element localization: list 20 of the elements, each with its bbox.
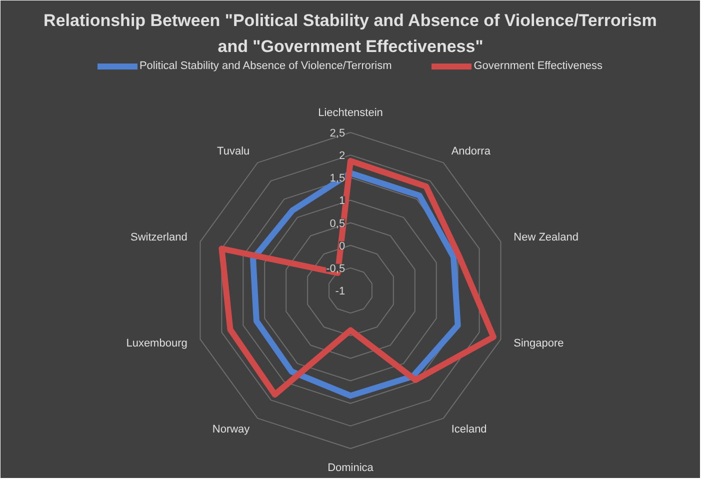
y-tick-label: -0,5	[326, 262, 346, 275]
legend-label: Government Effectiveness	[474, 60, 603, 72]
spoke-label: Norway	[212, 423, 250, 436]
spoke-label: New Zealand	[514, 231, 578, 244]
spoke-label: Singapore	[514, 338, 564, 350]
y-tick-label: 2	[338, 150, 346, 162]
legend-label: Political Stability and Absence of Violence/Terrorism	[139, 60, 392, 72]
spoke-label: Iceland	[451, 423, 487, 436]
spoke-label: Switzerland	[130, 231, 188, 244]
y-tick-label: 0,5	[330, 218, 346, 230]
y-tick-label: 1	[338, 195, 346, 208]
y-tick-label: -1	[335, 286, 346, 298]
spoke-label: Tuvalu	[217, 146, 250, 158]
y-tick-label: 0	[338, 240, 346, 252]
spoke-label: Luxembourg	[126, 338, 188, 350]
spoke-label: Dominica	[328, 462, 374, 474]
spoke-label: Liechtenstein	[318, 106, 383, 119]
y-tick-label: 2,5	[330, 128, 346, 140]
chart-title: Relationship Between "Political Stability and Absence of Violence/Terrorism and "Government Effectiveness"	[44, 11, 657, 56]
spoke-label: Andorra	[451, 146, 492, 158]
